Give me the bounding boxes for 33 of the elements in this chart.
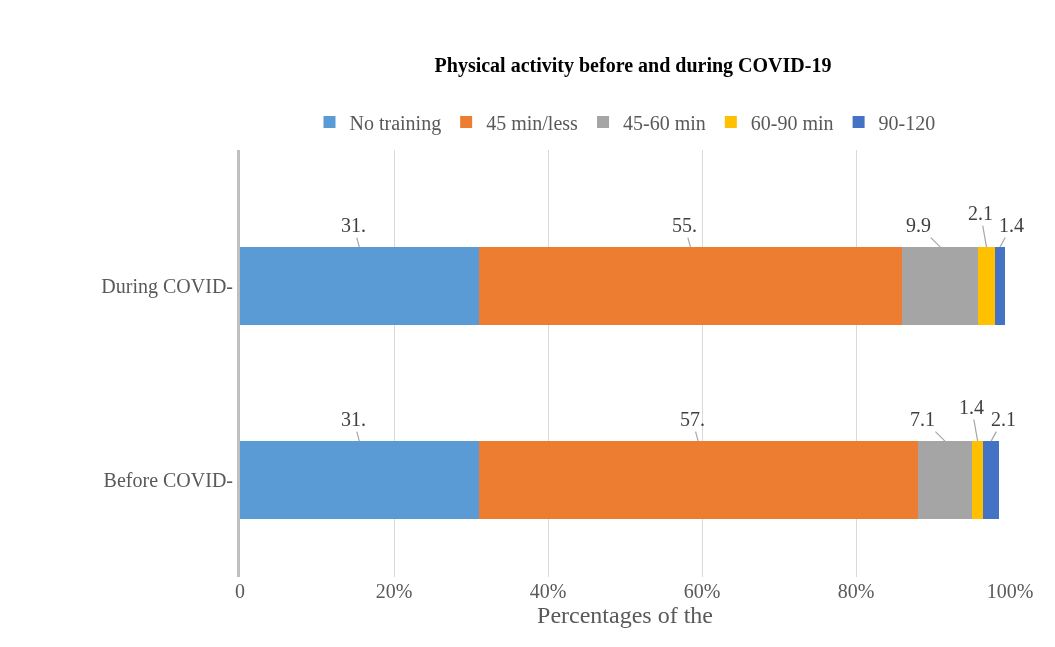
bar [972,441,984,519]
x-tick-label: 20% [375,580,413,602]
x-tick-label: 80% [837,580,875,602]
data-label: 2.1 [968,202,993,224]
data-label: 31. [341,214,366,236]
data-label: 7.1 [910,408,935,430]
x-tick-label: 0 [235,580,245,602]
bar [978,247,995,325]
legend-label: 45-60 min [623,111,706,134]
bar [240,247,479,325]
x-axis-title: Percentages of the [537,602,713,629]
data-label: 9.9 [906,214,931,236]
data-label: 57. [680,408,705,430]
legend-label: 90-120 [878,111,936,134]
data-label: 31. [341,408,366,430]
chart-title: Physical activity before and during COVID-19 [434,54,832,78]
data-label: 1.4 [959,396,984,418]
x-tick-label: 100% [986,580,1034,602]
x-tick-label: 60% [683,580,721,602]
data-label: 1.4 [999,214,1024,236]
legend-label: 60-90 min [750,111,834,134]
data-label: 55. [672,214,697,236]
bar [240,441,479,519]
x-tick-label: 40% [529,580,567,602]
legend-label: No training [349,111,442,135]
bar [994,247,1006,325]
y-tick-label: Before COVID- [103,468,233,491]
legend-label: 45 min/less [486,111,579,134]
bar [983,441,1000,519]
data-label: 2.1 [991,408,1016,430]
bar [478,247,903,325]
y-tick-label: During COVID- [101,274,233,298]
bar [478,441,918,519]
